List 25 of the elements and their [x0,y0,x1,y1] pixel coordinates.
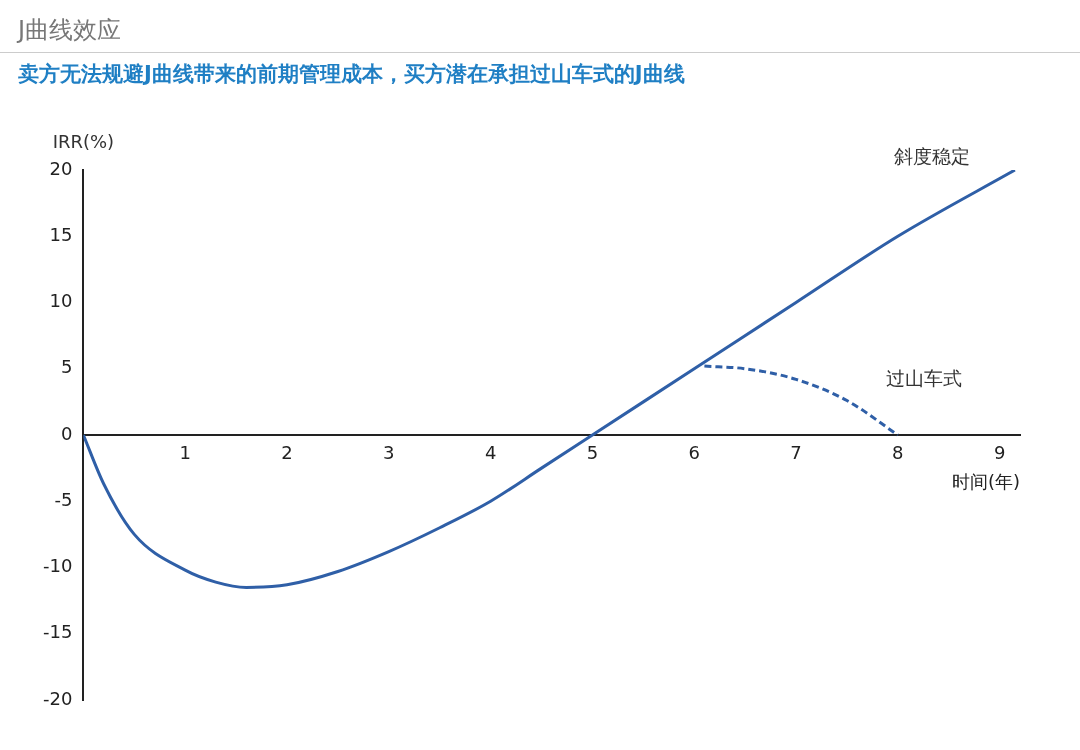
x-axis-title: 时间(年) [951,471,1020,493]
y-axis-title: IRR(%) [52,130,115,152]
x-tick-label: 9 [993,442,1006,464]
chart-title: J曲线效应 [18,15,122,46]
x-tick-label: 8 [892,442,904,464]
series-label: 斜度稳定 [893,145,970,168]
y-tick-label: 0 [60,422,73,444]
x-tick-label: 3 [383,442,395,464]
chart-subtitle: 卖方无法规避J曲线带来的前期管理成本，买方潜在承担过山车式的J曲线 [18,61,685,88]
series-label: 过山车式 [885,367,962,390]
y-tick-label: 15 [49,223,73,245]
y-tick-label: -15 [42,621,73,643]
y-tick-label: -20 [42,687,73,709]
y-tick-label: 10 [49,290,73,312]
x-tick-label: 2 [281,442,293,464]
x-tick-label: 1 [179,442,191,464]
x-tick-label: 7 [790,442,802,464]
line-series [83,170,1017,589]
x-tick-label: 5 [586,442,599,464]
y-tick-label: 5 [60,356,73,378]
x-tick-label: 6 [688,442,700,464]
y-tick-label: -10 [42,555,73,577]
y-tick-label: -5 [54,488,73,510]
y-tick-label: 20 [49,157,73,179]
x-tick-label: 4 [484,442,497,464]
